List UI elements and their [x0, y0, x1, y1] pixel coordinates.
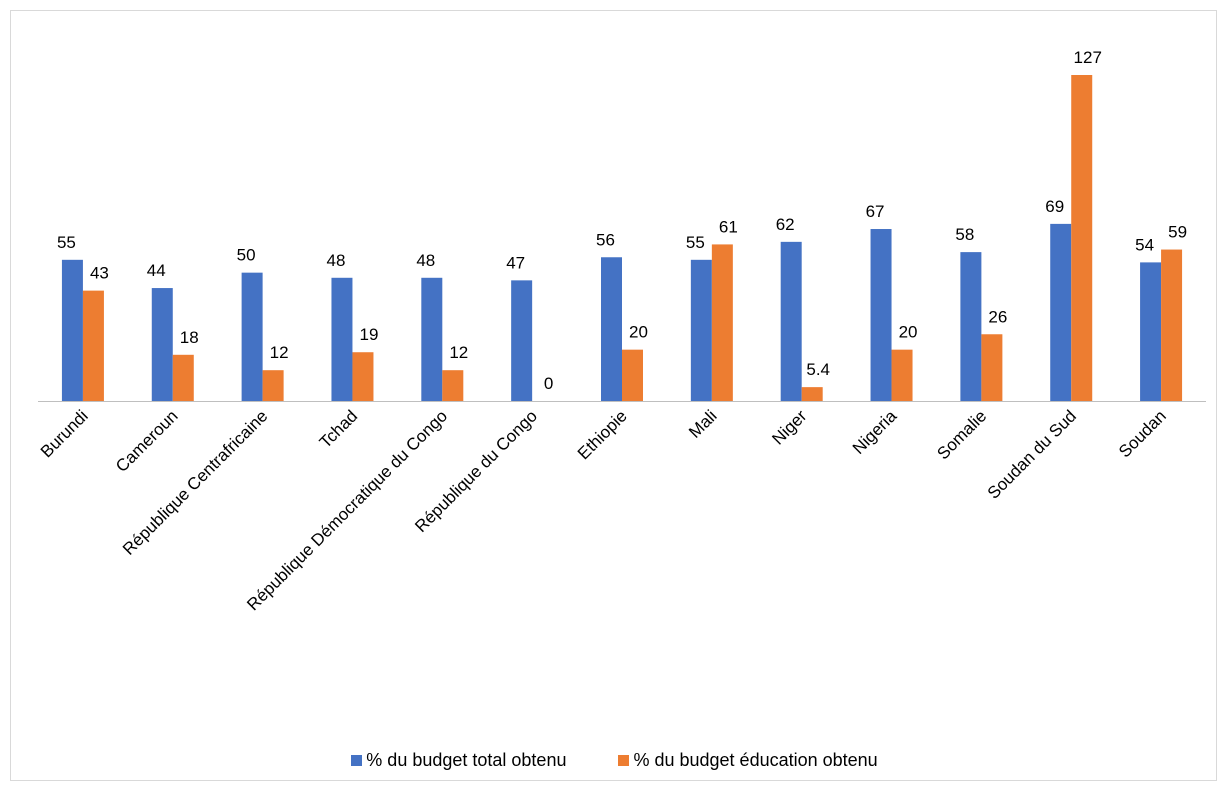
bar-total-8	[780, 241, 802, 401]
data-label-education-5: 0	[544, 374, 553, 393]
bar-total-0	[61, 259, 83, 401]
bar-education-1	[172, 354, 194, 401]
data-label-total-6: 56	[596, 230, 615, 249]
bar-total-9	[870, 229, 892, 401]
bar-total-7	[690, 259, 712, 401]
data-label-total-0: 55	[57, 233, 76, 252]
bar-education-7	[711, 244, 733, 401]
legend-swatch-education	[618, 754, 630, 766]
bar-total-1	[151, 288, 173, 401]
bar-total-5	[511, 280, 533, 401]
bar-education-2	[262, 370, 284, 401]
legend-label-total: % du budget total obtenu	[366, 749, 567, 770]
bar-education-3	[352, 352, 374, 401]
data-label-education-10: 26	[988, 307, 1007, 326]
data-label-total-8: 62	[776, 215, 795, 234]
data-label-education-0: 43	[90, 264, 109, 283]
data-label-total-12: 54	[1135, 235, 1154, 254]
category-label-9: Nigeria	[849, 406, 901, 458]
legend-swatch-total	[351, 754, 363, 766]
data-label-education-2: 12	[270, 343, 289, 362]
bar-education-0	[82, 290, 104, 401]
bars-group	[61, 75, 1183, 401]
data-label-education-8: 5.4	[806, 360, 830, 379]
data-label-total-5: 47	[506, 253, 525, 272]
bar-total-4	[421, 277, 443, 401]
data-label-education-4: 12	[449, 343, 468, 362]
bar-education-10	[981, 334, 1003, 401]
legend-item-total: % du budget total obtenu	[351, 750, 566, 771]
data-label-total-10: 58	[955, 225, 974, 244]
bar-education-8	[801, 387, 823, 401]
category-label-1: Cameroun	[112, 406, 182, 476]
category-label-0: Burundi	[37, 406, 92, 461]
data-label-total-11: 69	[1045, 197, 1064, 216]
bar-education-12	[1161, 249, 1183, 401]
bar-total-2	[241, 272, 263, 401]
category-label-11: Soudan du Sud	[984, 406, 1080, 502]
bar-education-9	[891, 349, 913, 401]
data-label-education-6: 20	[629, 323, 648, 342]
category-label-2: République Centrafricaine	[119, 406, 271, 558]
category-label-4: République Démocratique du Congo	[243, 406, 451, 614]
data-label-education-3: 19	[360, 325, 379, 344]
category-label-3: Tchad	[316, 406, 362, 452]
chart-frame	[10, 10, 1217, 781]
data-label-education-1: 18	[180, 328, 199, 347]
bar-education-4	[442, 370, 464, 401]
bar-education-6	[622, 349, 643, 401]
data-label-education-7: 61	[719, 217, 738, 236]
data-label-total-2: 50	[237, 246, 256, 265]
bar-total-11	[1050, 223, 1072, 401]
category-label-8: Niger	[768, 406, 810, 448]
legend-item-education: % du budget éducation obtenu	[618, 749, 878, 771]
category-label-10: Somalie	[933, 406, 990, 463]
data-label-education-11: 127	[1074, 48, 1102, 67]
data-label-total-1: 44	[147, 261, 166, 280]
data-label-total-7: 55	[686, 233, 705, 252]
bar-total-12	[1140, 262, 1162, 401]
category-label-12: Soudan	[1115, 406, 1170, 461]
legend: % du budget total obtenu % du budget édu…	[0, 748, 1229, 772]
bar-total-10	[960, 252, 982, 401]
category-label-7: Mali	[685, 406, 720, 441]
data-label-total-4: 48	[416, 251, 435, 270]
category-label-6: Ethiopie	[574, 406, 631, 463]
data-label-education-12: 59	[1168, 223, 1187, 242]
data-label-total-9: 67	[866, 202, 885, 221]
data-label-total-3: 48	[327, 251, 346, 270]
data-labels-group: 55 43 44 18 50 12 48 19 48 12 47 0 56 20 55 61 62 5.4 67 20…	[57, 48, 1187, 393]
bar-education-11	[1071, 75, 1093, 401]
bar-total-3	[331, 277, 353, 401]
data-label-education-9: 20	[899, 323, 918, 342]
legend-label-education: % du budget éducation obtenu	[633, 749, 878, 770]
bar-total-6	[601, 257, 622, 401]
